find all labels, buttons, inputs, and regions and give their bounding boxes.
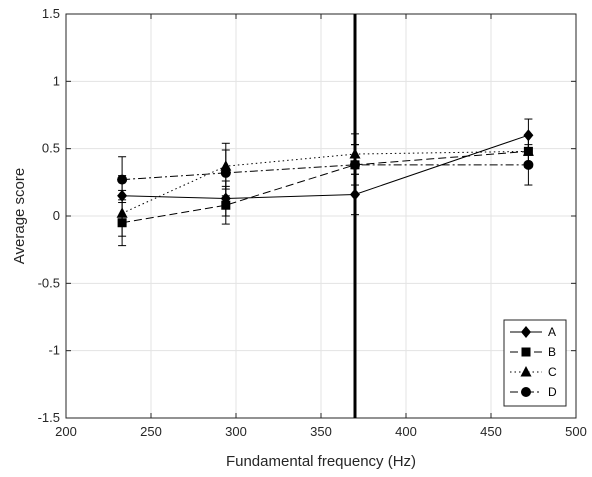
data-point: [220, 167, 231, 178]
legend-marker: [520, 366, 532, 377]
x-axis-label: Fundamental frequency (Hz): [226, 453, 416, 470]
legend-marker: [521, 326, 531, 338]
tick-labels: 200 250 300 350 400 450 500 1.5 1 0.5 0 -0.5 -1 -1.5: [38, 6, 587, 439]
x-tick-label: 200: [55, 424, 77, 439]
x-tick-label: 300: [225, 424, 247, 439]
y-tick-label: 0.5: [42, 141, 60, 156]
y-tick-label: -1: [48, 343, 60, 358]
y-tick-label: 0: [53, 208, 60, 223]
x-tick-label: 450: [480, 424, 502, 439]
data-point: [523, 159, 534, 170]
data-point: [117, 174, 128, 185]
legend-marker: [521, 347, 531, 357]
legend-marker: [521, 387, 531, 397]
data-point: [350, 188, 360, 201]
legend-box: [503, 319, 567, 407]
y-tick-label: 1.5: [42, 6, 60, 21]
x-tick-label: 400: [395, 424, 417, 439]
series-line: [122, 164, 529, 181]
legend-label: D: [548, 385, 557, 399]
y-tick-label: -0.5: [38, 275, 60, 290]
axes: [65, 13, 577, 419]
legend-label: A: [548, 325, 556, 339]
data-point: [221, 200, 231, 210]
legend-label: C: [548, 365, 557, 379]
y-tick-label: 1: [53, 73, 60, 88]
data-point: [350, 159, 360, 170]
legend-label: B: [548, 345, 556, 359]
x-tick-label: 350: [310, 424, 332, 439]
y-axis-label: Average score: [11, 168, 28, 264]
x-tick-label: 250: [140, 424, 162, 439]
series-group: [116, 118, 534, 247]
y-tick-label: -1.5: [38, 410, 60, 425]
series-D: [117, 144, 534, 204]
x-tick-label: 500: [565, 424, 587, 439]
data-point: [116, 207, 128, 218]
series-line: [122, 150, 529, 224]
